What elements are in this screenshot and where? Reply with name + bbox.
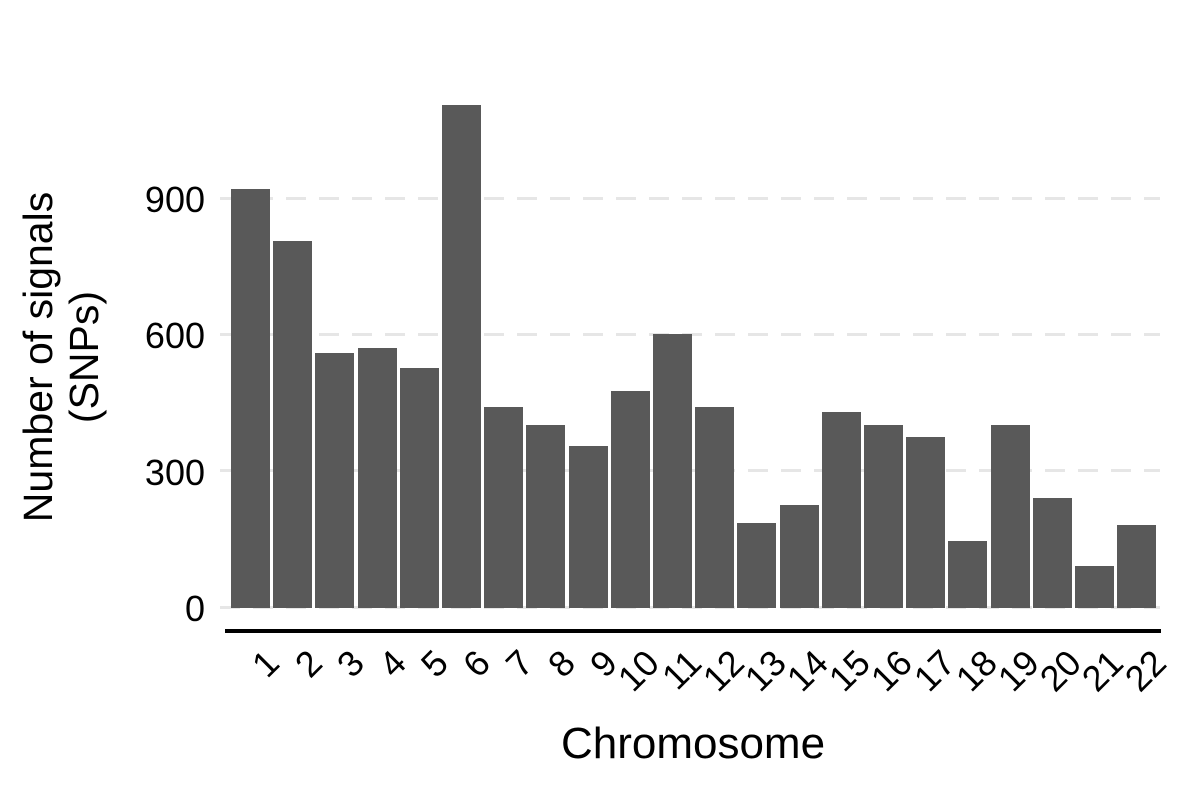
x-tick-label-6: 6 (455, 641, 499, 686)
y-tick-label-300: 300 (144, 451, 205, 493)
x-axis-line (225, 629, 1161, 633)
bar-chr-15 (821, 411, 861, 608)
bar-chr-4 (357, 348, 397, 608)
bar-chr-2 (273, 241, 313, 608)
x-tick-label-8: 8 (539, 641, 583, 686)
x-tick-label-7: 7 (497, 641, 541, 686)
bar-chr-12 (695, 407, 735, 608)
x-axis-title: Chromosome (560, 719, 826, 768)
bar-chr-18 (948, 541, 988, 608)
bar-chr-13 (737, 522, 777, 608)
bar-chr-6 (442, 104, 481, 608)
x-tick-label-2: 2 (286, 641, 330, 686)
y-tick-label-0: 0 (184, 588, 205, 629)
bar-chr-16 (864, 425, 903, 608)
y-tick-label-900: 900 (144, 179, 205, 221)
y-tick-label-600: 600 (144, 315, 205, 357)
bar-chr-3 (315, 352, 355, 608)
x-tick-label-4: 4 (370, 641, 414, 686)
bar-chr-11 (653, 334, 692, 608)
bar-chr-21 (1075, 566, 1114, 608)
bar-chr-17 (906, 436, 946, 608)
bar-chr-1 (231, 189, 270, 608)
gridline-y-900 (220, 196, 1160, 200)
bar-chr-14 (779, 504, 819, 608)
bar-chr-20 (1032, 497, 1072, 608)
bar-chr-5 (399, 368, 439, 608)
bar-chr-9 (568, 445, 608, 608)
bar-chr-19 (990, 425, 1030, 608)
bar-chr-7 (484, 407, 524, 608)
x-tick-label-3: 3 (328, 641, 372, 686)
x-tick-label-1: 1 (244, 641, 288, 686)
bar-chr-22 (1117, 525, 1157, 608)
bar-chr-8 (526, 425, 566, 608)
bar-chr-10 (610, 391, 650, 608)
x-tick-label-5: 5 (413, 641, 457, 686)
x-tick-label-22: 22 (1116, 641, 1174, 700)
